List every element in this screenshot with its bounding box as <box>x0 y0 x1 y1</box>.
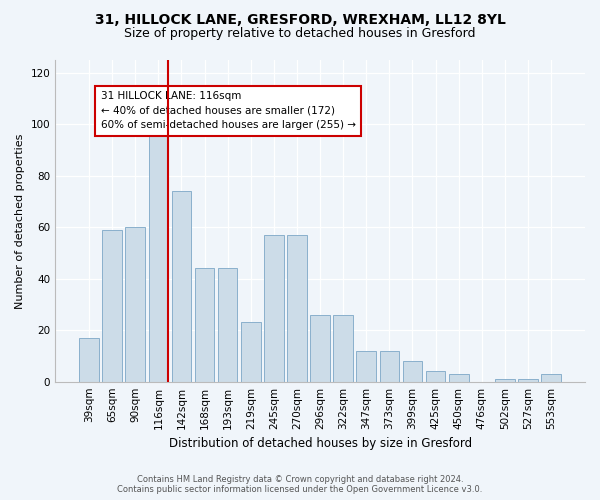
Bar <box>495 379 515 382</box>
X-axis label: Distribution of detached houses by size in Gresford: Distribution of detached houses by size … <box>169 437 472 450</box>
Text: Size of property relative to detached houses in Gresford: Size of property relative to detached ho… <box>124 28 476 40</box>
Bar <box>334 315 353 382</box>
Bar <box>403 361 422 382</box>
Bar <box>241 322 260 382</box>
Bar <box>79 338 99 382</box>
Text: 31, HILLOCK LANE, GRESFORD, WREXHAM, LL12 8YL: 31, HILLOCK LANE, GRESFORD, WREXHAM, LL1… <box>95 12 505 26</box>
Bar <box>287 235 307 382</box>
Bar <box>264 235 284 382</box>
Y-axis label: Number of detached properties: Number of detached properties <box>15 133 25 308</box>
Bar <box>218 268 238 382</box>
Bar <box>380 351 399 382</box>
Bar <box>518 379 538 382</box>
Bar <box>149 130 168 382</box>
Text: Contains HM Land Registry data © Crown copyright and database right 2024.
Contai: Contains HM Land Registry data © Crown c… <box>118 474 482 494</box>
Bar <box>103 230 122 382</box>
Bar <box>172 191 191 382</box>
Bar <box>195 268 214 382</box>
Bar <box>356 351 376 382</box>
Bar <box>426 372 445 382</box>
Text: 31 HILLOCK LANE: 116sqm
← 40% of detached houses are smaller (172)
60% of semi-d: 31 HILLOCK LANE: 116sqm ← 40% of detache… <box>101 91 356 130</box>
Bar <box>541 374 561 382</box>
Bar <box>449 374 469 382</box>
Bar <box>310 315 330 382</box>
Bar <box>125 228 145 382</box>
